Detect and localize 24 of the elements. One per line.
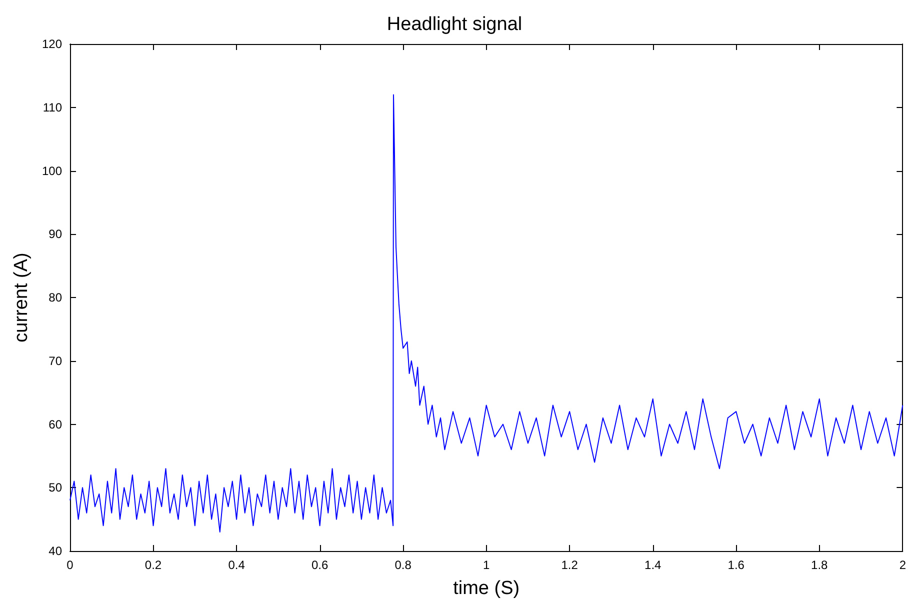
y-tick-label: 40 [48, 544, 62, 558]
x-tick-label: 0.8 [394, 558, 412, 572]
x-axis-title: time (S) [453, 578, 520, 599]
x-tick-label: 0.4 [228, 558, 246, 572]
x-tick-label: 0.2 [144, 558, 162, 572]
x-tick-label: 1.2 [561, 558, 578, 572]
y-tick-label: 100 [42, 164, 62, 178]
chart-title: Headlight signal [386, 14, 522, 35]
x-tick-label: 1.4 [644, 558, 662, 572]
x-tick-label: 0.6 [311, 558, 328, 572]
x-tick-label: 1.8 [811, 558, 828, 572]
y-tick-label: 70 [48, 354, 62, 368]
y-tick-label: 120 [42, 37, 62, 51]
y-tick-label: 90 [48, 227, 62, 242]
x-tick-label: 1.6 [728, 558, 745, 572]
y-tick-label: 50 [48, 480, 62, 495]
x-tick-label: 0 [66, 558, 74, 572]
y-tick-label: 110 [42, 100, 62, 114]
y-axis-title: current (A) [11, 252, 32, 342]
y-tick-label: 60 [48, 417, 62, 432]
x-tick-label: 1 [482, 558, 490, 572]
y-tick-label: 80 [48, 290, 62, 304]
line-series [70, 94, 904, 532]
x-tick-label: 2 [899, 558, 906, 572]
